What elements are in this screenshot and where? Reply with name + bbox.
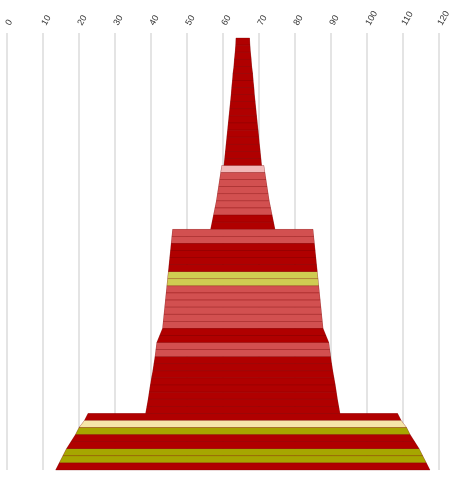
funnel-band [226, 129, 259, 138]
funnel-bands [55, 37, 431, 471]
funnel-band [211, 214, 274, 223]
funnel-band [234, 44, 251, 53]
x-tick-label: 90 [327, 13, 341, 27]
axis-tick-labels: 0 10 20 30 40 50 60 70 80 90 100 110 120 [3, 9, 451, 27]
funnel-band [153, 356, 332, 364]
x-tick-label: 20 [75, 13, 89, 27]
funnel-band [70, 434, 415, 442]
funnel-band [149, 384, 337, 393]
funnel-band [216, 193, 270, 202]
funnel-band [165, 285, 320, 294]
funnel-band [163, 306, 322, 315]
funnel-band [230, 94, 256, 102]
funnel-band [58, 455, 427, 464]
funnel-band [232, 73, 254, 81]
funnel-band [219, 172, 267, 180]
funnel-band [167, 271, 319, 279]
funnel-band [170, 236, 315, 244]
funnel-band [220, 165, 266, 173]
funnel-band [75, 427, 411, 435]
funnel-band [154, 349, 331, 357]
funnel-band [235, 37, 251, 46]
funnel-band [223, 158, 262, 166]
funnel-band [230, 87, 255, 95]
x-tick-label: 80 [291, 13, 305, 27]
funnel-band [78, 420, 407, 428]
funnel-band [232, 66, 253, 74]
funnel-band [228, 108, 257, 117]
funnel-band [234, 52, 252, 60]
funnel-band [165, 292, 321, 301]
funnel-band [156, 335, 330, 343]
funnel-band [214, 200, 271, 209]
funnel-band [227, 122, 259, 131]
funnel-band [168, 257, 317, 265]
funnel-band [229, 101, 257, 109]
funnel-band [228, 115, 258, 124]
funnel-band [168, 264, 318, 272]
x-tick-label: 50 [183, 13, 197, 27]
funnel-band [84, 413, 402, 421]
funnel-band [224, 151, 262, 159]
funnel-band [217, 186, 269, 194]
funnel-band [66, 441, 420, 449]
funnel-band [62, 448, 424, 456]
x-tick-label: 120 [435, 9, 451, 27]
x-tick-label: 100 [363, 9, 379, 27]
funnel-band [171, 229, 314, 237]
funnel-band [155, 342, 330, 350]
funnel-band [169, 250, 317, 258]
funnel-band [146, 399, 339, 407]
funnel-band [151, 370, 335, 379]
funnel-band [163, 314, 323, 322]
x-tick-label: 110 [399, 10, 415, 27]
x-tick-label: 40 [147, 13, 161, 27]
funnel-band [170, 243, 316, 251]
x-tick-label: 0 [3, 18, 14, 27]
funnel-band [231, 80, 255, 88]
funnel-band [225, 144, 261, 152]
x-tick-label: 10 [39, 13, 53, 27]
funnel-band [233, 59, 252, 67]
funnel-band [213, 207, 273, 216]
funnel-band [164, 299, 322, 308]
funnel-band [152, 363, 333, 372]
funnel-band [55, 462, 431, 471]
funnel-band [225, 136, 260, 145]
funnel-band [145, 406, 341, 414]
funnel-band [162, 321, 324, 329]
funnel-band [147, 391, 338, 400]
x-tick-label: 70 [255, 13, 269, 27]
x-tick-label: 30 [111, 13, 125, 27]
funnel-band [159, 328, 327, 336]
funnel-band [166, 278, 319, 287]
funnel-band [210, 221, 276, 230]
x-tick-label: 60 [219, 13, 233, 27]
funnel-band [218, 179, 268, 187]
funnel-band [150, 377, 336, 386]
